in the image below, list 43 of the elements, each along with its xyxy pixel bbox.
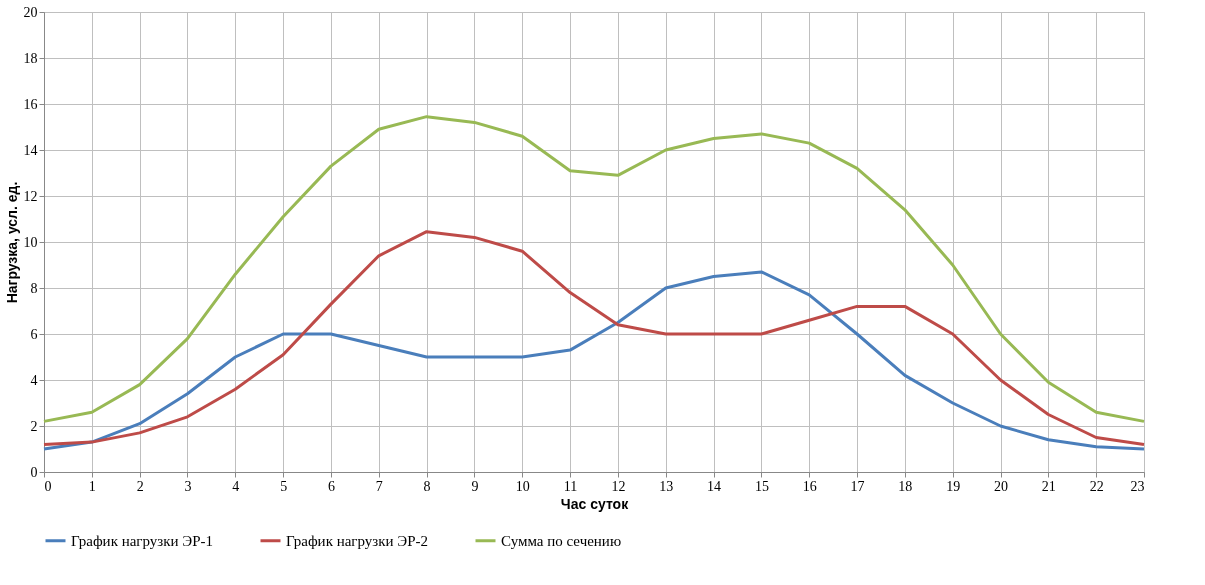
y-tick-label: 16 — [23, 96, 38, 112]
y-tick-label: 8 — [30, 280, 38, 296]
x-tick-label: 16 — [802, 478, 817, 494]
x-tick-label: 10 — [515, 478, 530, 494]
x-tick-label: 11 — [563, 478, 578, 494]
x-tick-label: 0 — [44, 478, 52, 494]
x-axis-title: Час суток — [560, 495, 630, 512]
x-tick-label: 19 — [946, 478, 961, 494]
x-tick-label: 8 — [423, 478, 431, 494]
legend-label: Сумма по сечению — [501, 532, 622, 549]
x-tick-label: 23 — [1130, 478, 1145, 494]
x-tick-label: 4 — [232, 478, 240, 494]
x-tick-label: 2 — [136, 478, 144, 494]
y-tick-label: 18 — [23, 50, 38, 66]
x-tick-label: 9 — [471, 478, 479, 494]
y-tick-label: 20 — [23, 4, 38, 20]
x-tick-label: 6 — [327, 478, 335, 494]
legend-label: График нагрузки ЭР-1 — [71, 532, 214, 549]
y-tick-label: 6 — [30, 326, 38, 342]
y-tick-label: 4 — [30, 372, 38, 388]
y-tick-label: 12 — [23, 188, 38, 204]
x-tick-label: 22 — [1089, 478, 1104, 494]
x-tick-label: 21 — [1041, 478, 1056, 494]
y-tick-label: 10 — [23, 234, 38, 250]
y-tick-label: 0 — [30, 464, 38, 480]
y-tick-label: 2 — [30, 418, 38, 434]
x-tick-label: 3 — [184, 478, 192, 494]
legend-label: График нагрузки ЭР-2 — [286, 532, 429, 549]
x-tick-label: 1 — [88, 478, 96, 494]
line-series — [42, 270, 1146, 451]
x-tick-label: 15 — [754, 478, 769, 494]
x-tick-label: 18 — [898, 478, 913, 494]
y-axis-title: Нагрузка, усл. ед. — [3, 181, 20, 304]
line-series — [42, 115, 1146, 423]
x-tick-label: 7 — [375, 478, 383, 494]
x-tick-label: 13 — [659, 478, 674, 494]
x-tick-label: 17 — [850, 478, 865, 494]
y-tick-label: 14 — [23, 142, 38, 158]
x-tick-label: 12 — [611, 478, 626, 494]
x-tick-label: 14 — [707, 478, 722, 494]
line-series — [42, 230, 1146, 446]
x-tick-label: 5 — [280, 478, 288, 494]
x-tick-label: 20 — [994, 478, 1009, 494]
